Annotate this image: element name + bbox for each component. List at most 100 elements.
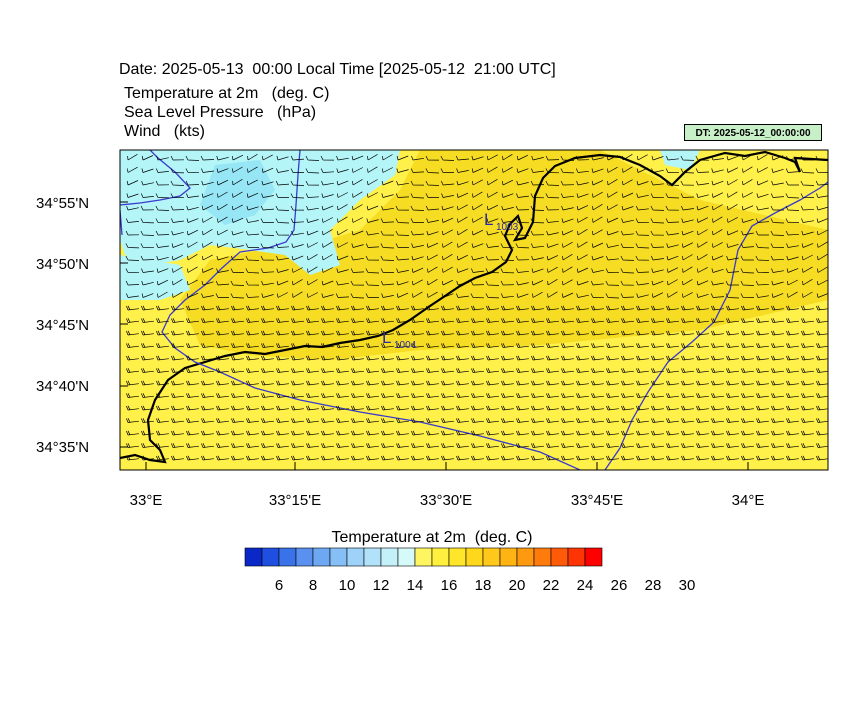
wind-barb <box>396 268 409 273</box>
wind-barb <box>352 191 363 198</box>
wind-barb <box>695 168 710 173</box>
wind-barb <box>442 229 453 236</box>
colorbar-swatch <box>244 547 263 567</box>
wind-barb <box>276 393 289 398</box>
wind-barb <box>636 293 649 298</box>
wind-barb <box>801 455 814 461</box>
colorbar-swatch <box>312 547 331 567</box>
wind-barb <box>696 280 709 286</box>
wind-barb <box>322 217 333 223</box>
wind-barb <box>500 255 515 261</box>
wind-barb <box>771 168 784 173</box>
wind-barb <box>605 255 619 261</box>
wind-barb <box>396 443 409 448</box>
wind-barb <box>321 343 334 348</box>
wind-barb <box>726 305 739 311</box>
wind-barb <box>727 217 738 223</box>
wind-barb <box>381 318 394 323</box>
wind-barb <box>290 155 305 161</box>
wind-barb <box>576 293 589 298</box>
wind-barb <box>155 205 170 211</box>
wind-barb <box>786 355 799 361</box>
low-symbol: L <box>382 328 391 347</box>
wind-barb <box>380 268 395 273</box>
wind-barb <box>336 168 349 173</box>
wind-barb <box>411 368 424 373</box>
wind-barb <box>530 193 545 199</box>
wind-barb <box>501 418 514 423</box>
wind-barb <box>561 418 574 423</box>
wind-barb <box>665 168 680 173</box>
wind-barb <box>381 405 394 411</box>
wind-barb <box>456 405 469 411</box>
wind-barb <box>246 443 259 448</box>
wind-barb <box>606 305 619 311</box>
wind-barb <box>741 305 754 311</box>
wind-barb <box>427 279 438 286</box>
wind-barb <box>651 318 664 323</box>
wind-barb <box>456 455 469 461</box>
wind-barb <box>276 168 289 173</box>
wind-barb <box>321 355 334 361</box>
wind-barb <box>426 218 439 223</box>
wind-barb <box>816 368 828 373</box>
wind-barb <box>261 393 274 398</box>
wind-barb <box>411 443 424 448</box>
wind-barb <box>546 418 559 423</box>
wind-barb <box>530 243 544 248</box>
wind-barb <box>801 343 814 348</box>
wind-barb <box>261 167 274 173</box>
wind-barb <box>501 318 514 323</box>
wind-barb <box>247 166 258 173</box>
wind-barb <box>636 167 649 173</box>
wind-barb <box>261 193 274 198</box>
wind-barb <box>785 193 800 199</box>
colorbar-tick-label: 8 <box>308 577 318 594</box>
wind-barb <box>576 368 589 373</box>
wind-barb <box>606 380 619 386</box>
wind-barb <box>606 217 619 223</box>
wind-barb <box>456 343 469 348</box>
wind-barb <box>471 268 484 273</box>
wind-barb <box>456 430 469 436</box>
wind-barb <box>726 255 739 261</box>
wind-barb <box>217 191 228 198</box>
wind-barb <box>201 355 214 361</box>
wind-barb <box>140 255 155 261</box>
wind-barb <box>171 443 184 448</box>
wind-barb <box>172 291 183 298</box>
wind-barb <box>622 179 633 186</box>
wind-barb <box>201 430 214 436</box>
wind-barb <box>576 418 589 423</box>
wind-barb <box>441 368 454 373</box>
colorbar-swatch <box>397 547 416 567</box>
wind-barb <box>636 343 649 348</box>
wind-barb <box>365 268 380 274</box>
lat-ticks <box>120 201 749 470</box>
wind-barb <box>487 179 498 186</box>
wind-barb <box>770 243 785 248</box>
wind-barb <box>651 405 664 411</box>
wind-barb <box>576 405 589 411</box>
colorbar-swatch <box>363 547 382 567</box>
wind-barb <box>620 293 635 298</box>
wind-barb <box>682 254 693 261</box>
wind-barb <box>621 380 634 386</box>
wind-barb <box>501 455 514 461</box>
wind-barb <box>246 305 259 311</box>
wind-barb <box>515 205 530 211</box>
lon-label: 33°45'E <box>570 492 624 509</box>
wind-barb <box>636 418 649 423</box>
wind-barb <box>141 168 154 173</box>
wind-barb <box>260 230 275 236</box>
wind-barb <box>785 218 800 223</box>
wind-barb <box>260 243 275 249</box>
wind-barb <box>230 293 245 299</box>
wind-barb <box>201 204 214 211</box>
wind-barb <box>681 330 694 336</box>
wind-barb <box>306 218 319 223</box>
wind-barb <box>395 255 410 261</box>
wind-barb <box>380 230 395 236</box>
wind-barb <box>276 455 289 461</box>
wind-barb <box>530 180 545 186</box>
